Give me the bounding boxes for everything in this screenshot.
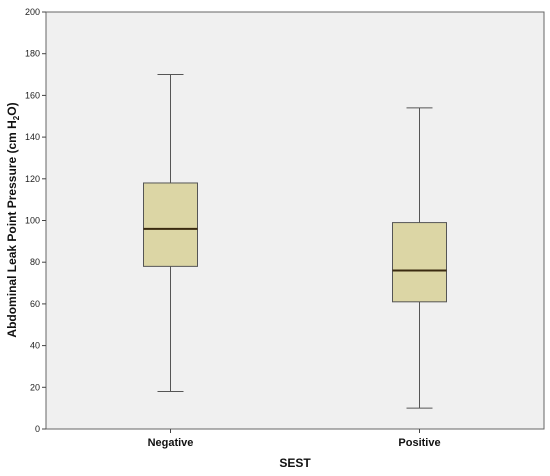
x-tick-label-negative: Negative: [148, 437, 194, 449]
box-positive: [392, 107, 447, 409]
y-tick-label: 140: [25, 132, 40, 142]
box-negative: [143, 74, 198, 392]
y-tick-label: 160: [25, 90, 40, 100]
y-axis-title-subscript: 2: [12, 115, 21, 120]
x-axis-title: SEST: [279, 456, 311, 470]
y-tick-label: 200: [25, 7, 40, 17]
x-tick-label-positive: Positive: [398, 437, 440, 449]
interquartile-box: [143, 182, 198, 267]
y-axis-title: Abdominal Leak Point Pressure (cm H2O): [5, 102, 21, 337]
y-tick-label: 60: [30, 299, 40, 309]
y-tick-label: 100: [25, 216, 40, 226]
y-axis-ticks: 0 20 40 60 80 100 120 140 160 180 200: [25, 7, 46, 434]
y-tick-label: 20: [30, 382, 40, 392]
y-tick-label: 0: [35, 424, 40, 434]
y-tick-label: 120: [25, 174, 40, 184]
y-tick-label: 180: [25, 49, 40, 59]
box-plot-series: [143, 74, 447, 409]
y-tick-label: 40: [30, 341, 40, 351]
y-axis-title-suffix: O): [5, 102, 19, 115]
y-axis-title-prefix: Abdominal Leak Point Pressure (cm H: [5, 120, 19, 337]
x-axis-tick-labels: Negative Positive: [148, 429, 441, 449]
y-tick-label: 80: [30, 257, 40, 267]
interquartile-box: [392, 222, 447, 303]
plot-background: [45, 11, 545, 430]
